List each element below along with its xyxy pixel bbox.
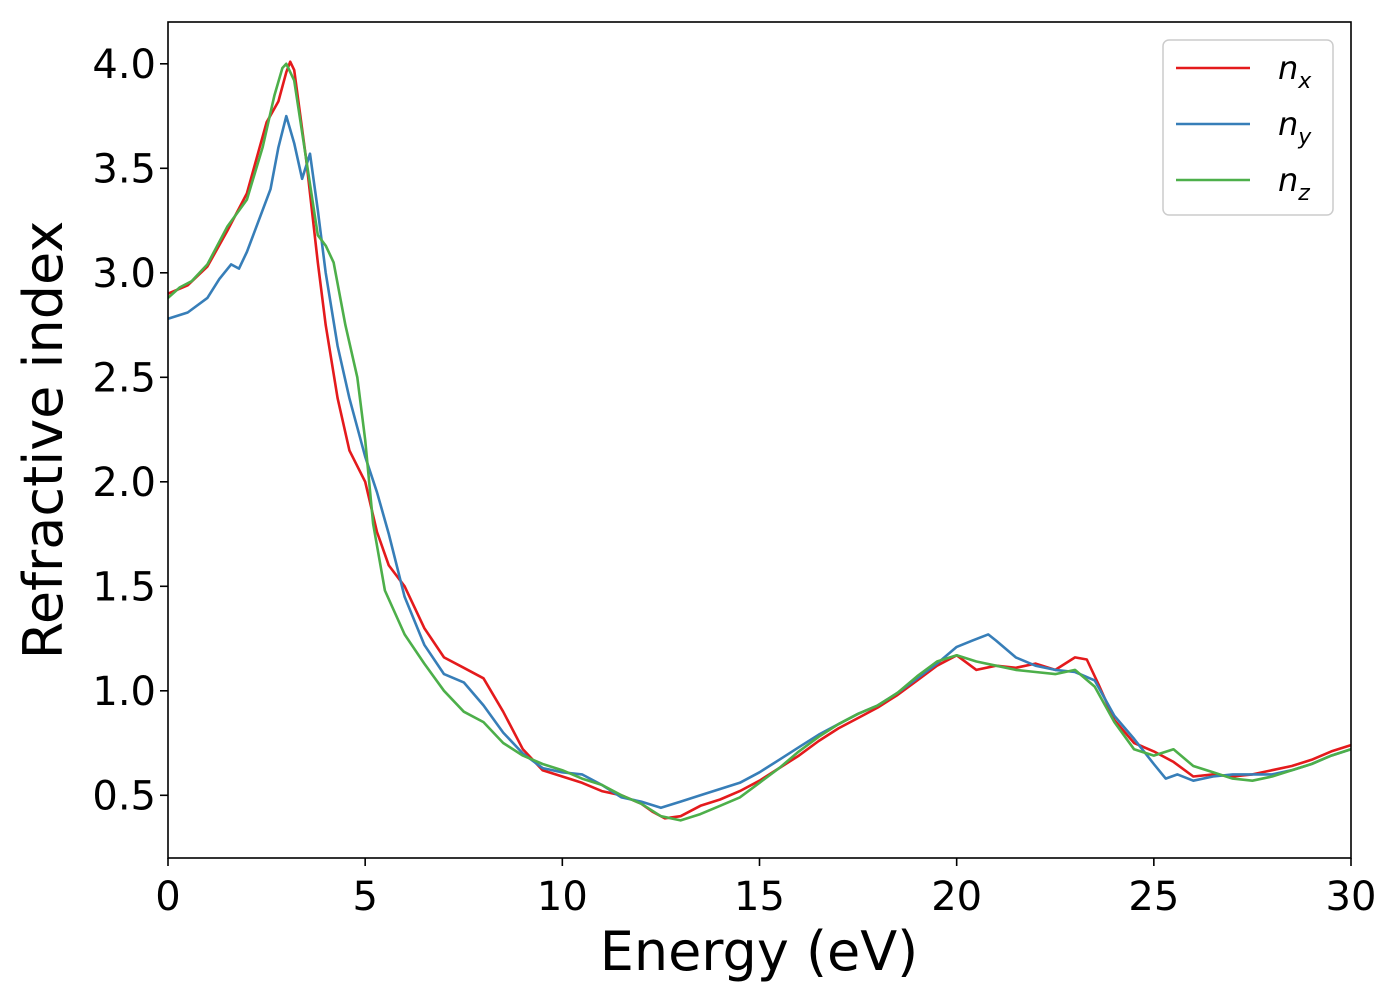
legend-label-subscript: x	[1297, 69, 1312, 94]
legend-label-nx: nx	[1278, 49, 1312, 94]
x-axis: 0 5 10 15 20 25 30	[155, 858, 1376, 920]
legend-label-nz: nz	[1278, 161, 1310, 206]
y-tick-label: 3.5	[92, 146, 156, 192]
y-tick-label: 2.5	[92, 355, 156, 401]
y-tick-label: 3.0	[92, 251, 156, 297]
x-axis-label: Energy (eV)	[600, 920, 919, 983]
legend-box	[1162, 39, 1334, 216]
x-tick-label: 20	[931, 874, 982, 920]
legend-label-ny: ny	[1278, 105, 1312, 150]
legend-label-base: n	[1278, 49, 1298, 87]
series-line-nz	[168, 62, 1351, 822]
y-axis: 0.5 1.0 1.5 2.0 2.5 3.0 3.5 4.0	[92, 42, 168, 819]
x-tick-label: 15	[734, 874, 785, 920]
series-line-nx	[168, 60, 1351, 820]
y-axis-label: Refractive index	[12, 221, 75, 660]
y-tick-label: 2.0	[92, 460, 156, 506]
x-tick-label: 25	[1128, 874, 1179, 920]
legend-label-subscript: z	[1297, 181, 1310, 206]
x-tick-label: 5	[352, 874, 377, 920]
legend-label-subscript: y	[1297, 125, 1312, 150]
series-layer	[168, 60, 1351, 822]
series-line-ny	[168, 114, 1351, 810]
x-tick-label: 10	[537, 874, 588, 920]
legend-label-base: n	[1278, 105, 1298, 143]
x-tick-label: 0	[155, 874, 180, 920]
y-tick-label: 4.0	[92, 42, 156, 88]
y-tick-label: 0.5	[92, 773, 156, 819]
legend-label-base: n	[1278, 161, 1298, 199]
y-tick-label: 1.5	[92, 564, 156, 610]
x-tick-label: 30	[1326, 874, 1377, 920]
y-tick-label: 1.0	[92, 669, 156, 715]
